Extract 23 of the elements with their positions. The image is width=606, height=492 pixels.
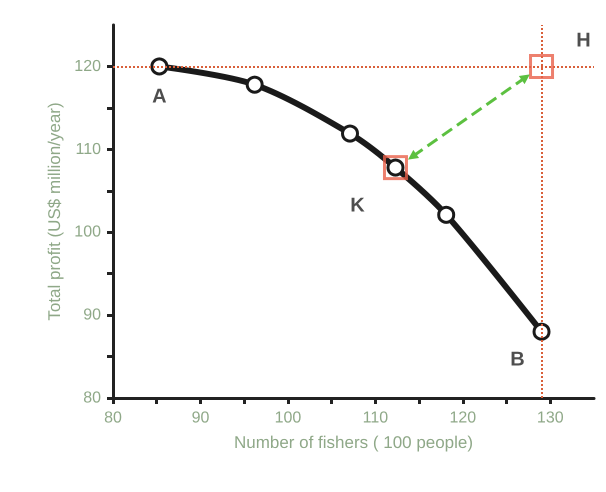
x-axis-title: Number of fishers ( 100 people)	[234, 433, 474, 452]
annotation: H	[576, 29, 591, 52]
point	[437, 206, 456, 224]
y-tick-label: 100	[74, 224, 102, 241]
x-tick-label: 100	[274, 410, 302, 426]
annotation: K	[350, 194, 366, 217]
point	[246, 76, 264, 94]
y-tick-label: 80	[83, 390, 102, 406]
x-tick-label: 80	[104, 410, 122, 426]
x-tick-label: 130	[536, 410, 564, 426]
y-tick-label: 110	[75, 140, 102, 158]
y-axis-title: Total profit (US$ million/year)	[45, 102, 64, 321]
y-tick-label: 90	[83, 306, 102, 324]
y-tick-label: 120	[74, 58, 102, 75]
point	[150, 57, 168, 76]
point	[341, 124, 359, 143]
point	[529, 54, 554, 79]
x-tick-label: 120	[449, 410, 476, 426]
x-tick-label: 110	[362, 410, 388, 426]
annotation: B	[510, 348, 525, 371]
annotation: A	[152, 85, 167, 108]
point	[532, 322, 551, 341]
x-tick-label: 90	[192, 410, 210, 426]
